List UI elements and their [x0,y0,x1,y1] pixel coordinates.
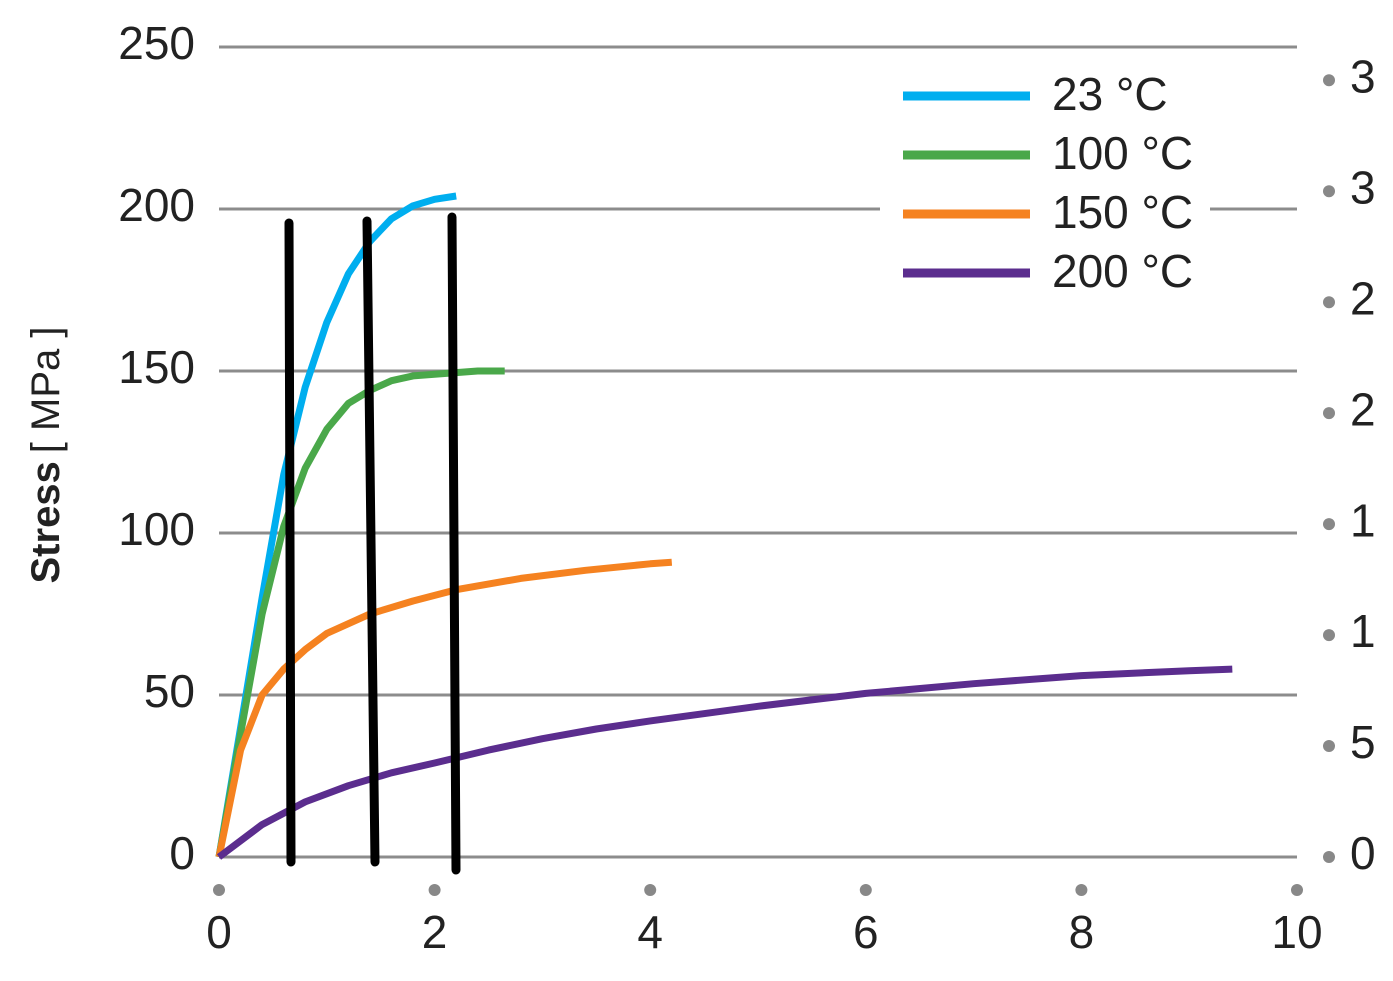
x-tick-mark [428,884,441,896]
y2-tick-mark [1323,740,1335,753]
y-label-main: Stress [24,461,68,583]
y-tick-label: 0 [169,827,195,879]
y2-tick-mark [1323,74,1335,87]
y2-tick-label: 1 [1350,605,1376,657]
y-tick-label: 50 [144,665,195,717]
x-tick-mark [644,884,657,896]
y2-tick-label: 3 [1350,161,1376,213]
y2-tick-mark [1323,629,1335,642]
y2-tick-label: 2 [1350,383,1376,435]
legend-label: 200 °C [1052,245,1193,297]
x-tick-mark [1075,884,1088,896]
y2-tick-label: 1 [1350,494,1376,546]
svg-text:Stress[ MPa ]: Stress [ MPa ] [24,326,68,583]
y2-tick-mark [1323,518,1335,531]
y-tick-label: 200 [118,179,195,231]
y2-tick-label: 2 [1350,272,1376,324]
legend-label: 100 °C [1052,127,1193,179]
annotation-stroke [362,216,380,867]
y2-tick-mark [1323,407,1335,420]
y2-tick-label: 3 [1350,50,1376,102]
legend: 23 °C 100 °C 150 °C 200 °C [880,68,1210,300]
y-axis-label: Stress [ MPa ] [24,326,68,583]
grid [219,45,1297,859]
x-tick-mark [859,884,872,896]
legend-label: 23 °C [1052,68,1168,120]
y2-tick-mark [1323,185,1335,198]
y2-tick-label: 0 [1350,827,1376,879]
x-tick-mark [213,884,225,896]
y2-tick-mark [1323,296,1335,309]
y-tick-label: 150 [118,341,195,393]
legend-label: 150 °C [1052,186,1193,238]
series-line [216,665,1233,860]
x-tick-label: 8 [1069,906,1095,958]
x-tick-label: 4 [637,906,663,958]
y2-tick-label: 5 [1350,716,1376,768]
x-tick-label: 2 [422,906,448,958]
annotation-strokes [284,212,461,875]
x-tick-mark [1291,884,1303,896]
annotation-stroke [284,218,296,867]
legend-background [880,70,1210,300]
y-label-unit: [ MPa ] [24,326,68,453]
series-line [215,192,457,858]
x-tick-label: 0 [206,906,232,958]
y-tick-label: 250 [118,17,195,69]
x-tick-label: 6 [853,906,879,958]
series-line [215,367,505,858]
y2-tick-mark [1323,851,1335,863]
y-tick-label: 100 [118,503,195,555]
x-tick-label: 10 [1271,906,1322,958]
annotation-stroke [447,212,461,875]
